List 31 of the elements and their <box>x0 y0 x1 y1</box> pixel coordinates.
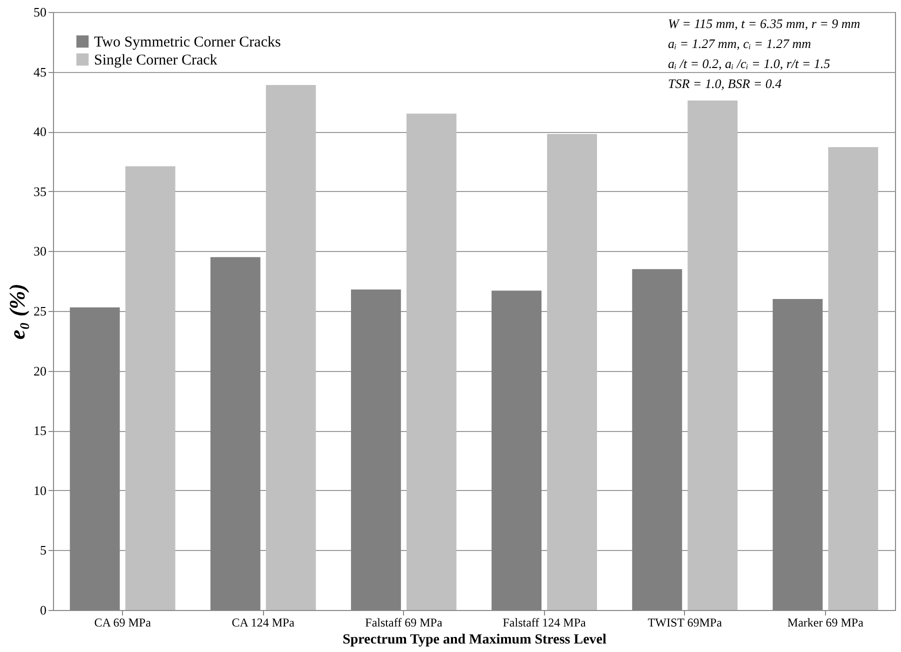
x-tick-label: Falstaff 69 MPa <box>365 616 443 630</box>
bar <box>828 147 878 610</box>
annotation: aᵢ = 1.27 mm, cᵢ = 1.27 mm <box>668 36 811 51</box>
annotation: aᵢ /t = 0.2, aᵢ /cᵢ = 1.0, r/t = 1.5 <box>668 56 831 71</box>
x-axis-title: Sprectrum Type and Maximum Stress Level <box>342 632 607 648</box>
y-tick-label: 25 <box>34 304 46 318</box>
legend-label: Single Corner Crack <box>94 52 218 68</box>
x-tick-label: Marker 69 MPa <box>787 616 864 630</box>
y-tick-label: 5 <box>40 542 46 558</box>
bar <box>547 134 597 610</box>
annotation: W = 115 mm, t = 6.35 mm, r = 9 mm <box>668 16 860 31</box>
x-tick-label: CA 69 MPa <box>94 616 152 630</box>
x-tick-label: CA 124 MPa <box>232 616 296 630</box>
y-tick-label: 15 <box>34 423 46 438</box>
bar <box>688 100 738 610</box>
y-tick-label: 40 <box>34 124 46 140</box>
y-tick-label: 0 <box>40 602 46 618</box>
bar <box>125 166 176 610</box>
y-axis-title: e₀ (%) <box>4 284 30 340</box>
x-tick-label: Falstaff 124 MPa <box>502 616 587 630</box>
y-tick-label: 35 <box>34 184 46 199</box>
legend-label: Two Symmetric Corner Cracks <box>94 34 281 50</box>
y-tick-label: 10 <box>34 482 46 498</box>
y-tick-label: 50 <box>34 4 46 20</box>
y-tick-label: 30 <box>34 244 46 259</box>
bar <box>266 84 316 610</box>
bar <box>406 114 456 610</box>
y-tick-label: 45 <box>34 64 46 80</box>
y-tick-label: 20 <box>34 363 46 378</box>
annotation: TSR = 1.0, BSR = 0.4 <box>668 76 782 91</box>
x-tick-label: TWIST 69MPa <box>648 616 723 630</box>
